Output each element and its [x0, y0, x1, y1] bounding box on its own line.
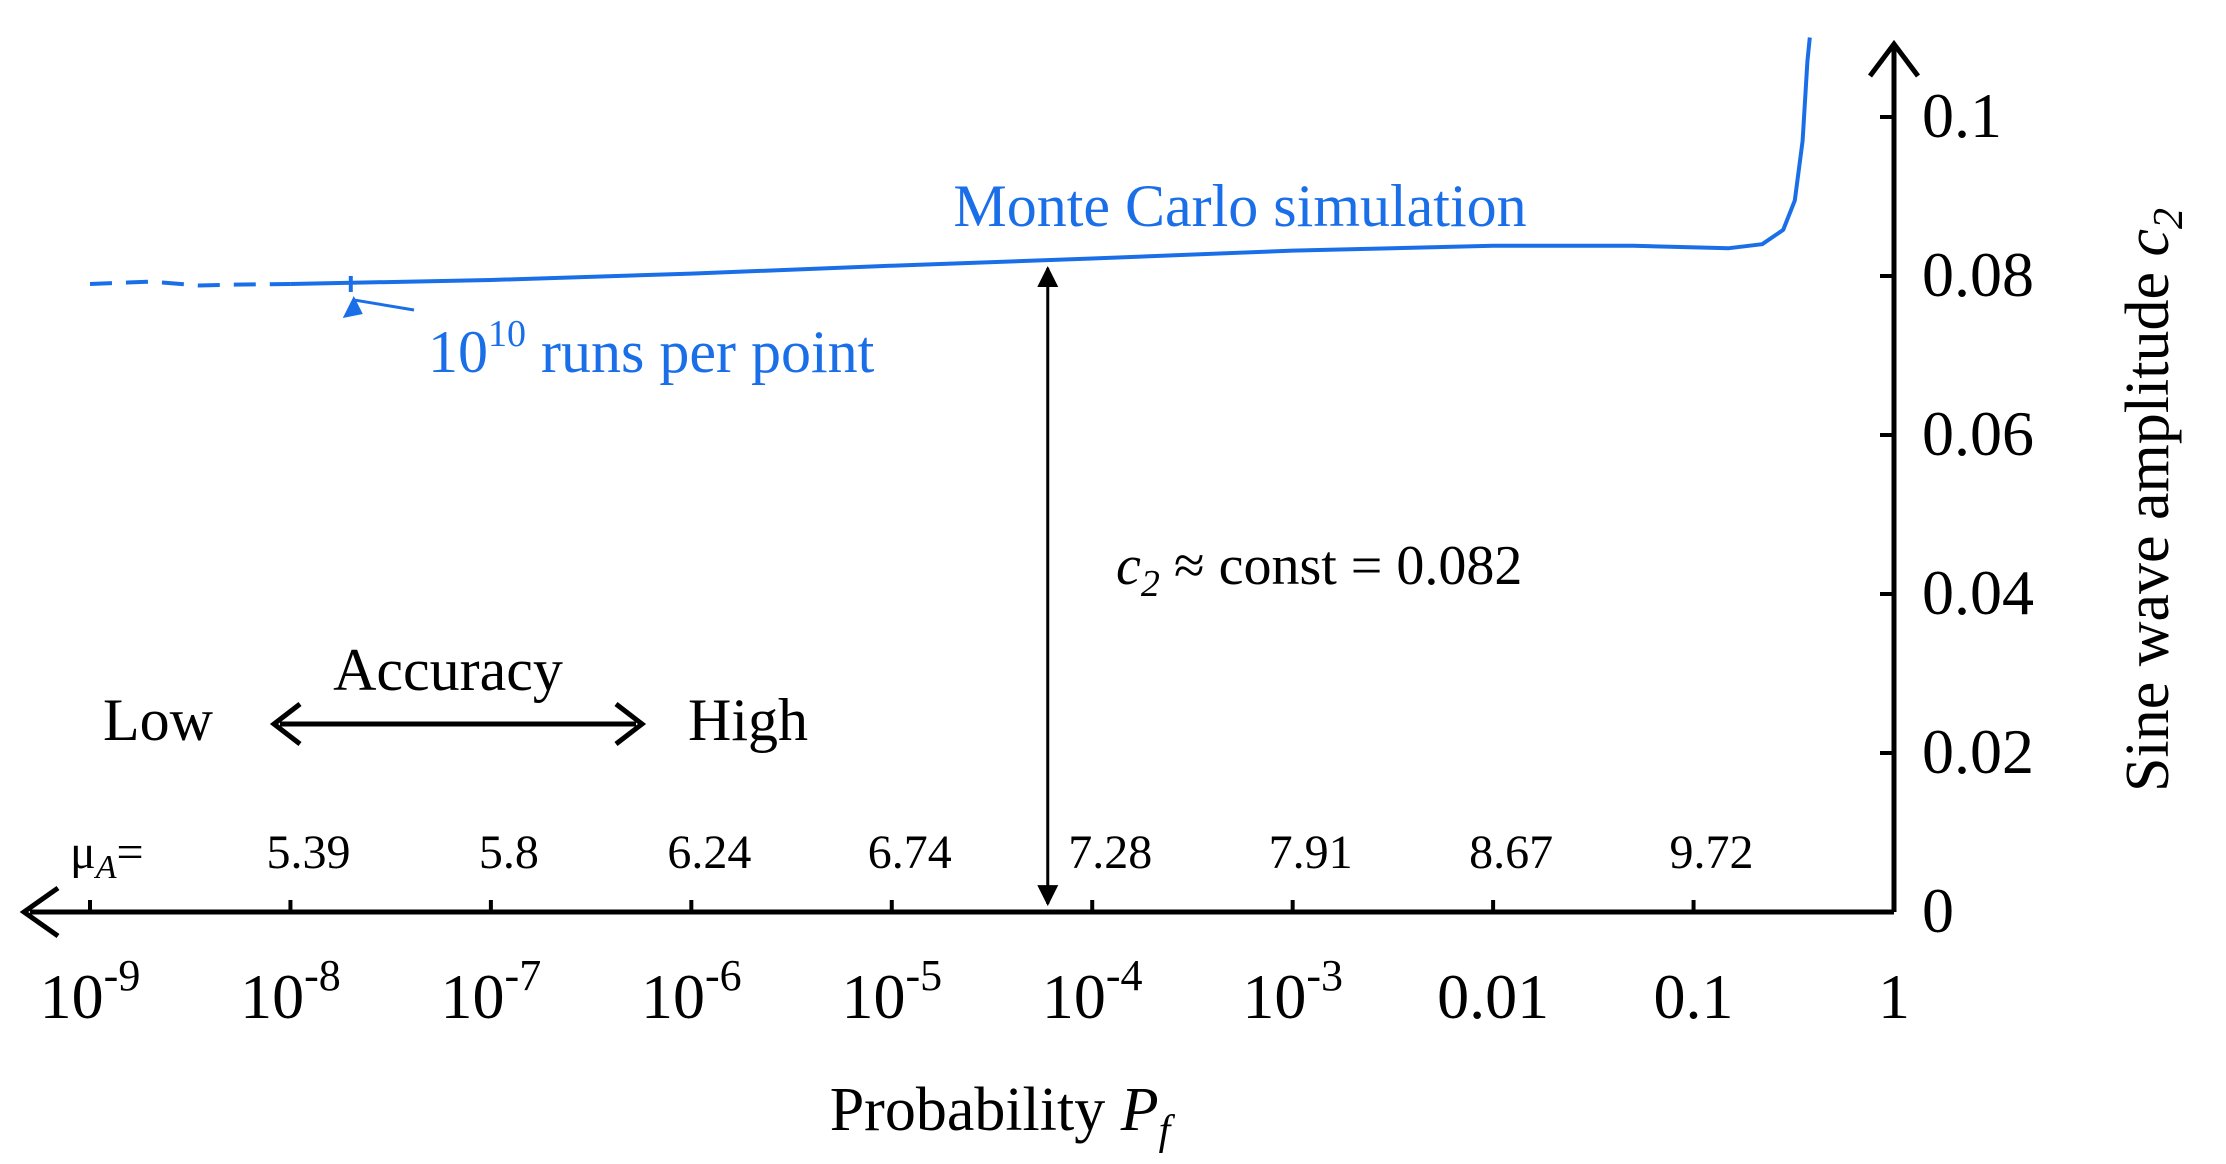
x-ticks: 10-9 10-8 10-7 10-6 10-5 10-4 10-3 0.01 0.1 1	[40, 900, 1910, 1032]
accuracy-high-label: High	[688, 687, 808, 753]
series-line-monte-carlo	[290, 37, 1812, 286]
accuracy-low-label: Low	[103, 687, 214, 753]
annotations: 1010 runs per point c2 ≈ const = 0.082 Low…	[103, 266, 1522, 907]
y-tick-label: 0.1	[1922, 80, 2002, 151]
mu-value: 6.24	[667, 826, 751, 879]
x-tick-label: 10-3	[1242, 951, 1343, 1032]
y-tick-label: 0.04	[1922, 557, 2034, 628]
const-annotation: c2 ≈ const = 0.082	[1116, 535, 1522, 605]
x-tick-label: 10-7	[441, 951, 542, 1032]
mu-value: 8.67	[1469, 826, 1553, 879]
y-axis-arrowhead	[1868, 39, 1920, 78]
y-tick-label: 0.06	[1922, 398, 2034, 469]
accuracy-arrow-right-head	[614, 702, 647, 746]
mu-value: 7.91	[1269, 826, 1353, 879]
x-tick-label: 10-4	[1042, 951, 1143, 1032]
runs-pointer	[353, 298, 415, 312]
mu-value: 5.8	[479, 826, 539, 879]
plot-area: 10-9 10-8 10-7 10-6 10-5 10-4 10-3 0.01 0.1 1 0 0.…	[19, 37, 2034, 1032]
mu-value: 7.28	[1068, 826, 1152, 879]
y-tick-label: 0	[1922, 875, 1954, 946]
accuracy-label: Accuracy	[333, 637, 563, 703]
y-tick-label: 0.08	[1922, 239, 2034, 310]
series-layer: Monte Carlo simulation	[89, 37, 1812, 288]
mu-row: μA= 5.39 5.8 6.24 6.74 7.28 7.91 8.67 9.72	[70, 826, 1754, 886]
x-tick-label: 10-6	[641, 951, 742, 1032]
x-tick-label: 1	[1878, 961, 1910, 1032]
mu-value: 6.74	[868, 826, 952, 879]
series-label-monte-carlo: Monte Carlo simulation	[953, 173, 1526, 239]
mu-value: 9.72	[1670, 826, 1754, 879]
runs-per-point-label: 1010 runs per point	[428, 313, 875, 385]
y-axis-label: Sine wave amplitude c2	[2114, 208, 2192, 792]
x-tick-label: 10-8	[240, 951, 341, 1032]
mu-label: μA=	[70, 826, 144, 886]
series-dashed-segment	[89, 279, 291, 288]
y-tick-label: 0.02	[1922, 716, 2034, 787]
x-axis-arrowhead	[19, 885, 60, 939]
accuracy-arrow-left-head	[269, 702, 302, 746]
mu-value: 5.39	[266, 826, 350, 879]
runs-pointer-head	[342, 295, 363, 318]
x-tick-label: 0.01	[1437, 961, 1549, 1032]
x-tick-label: 10-9	[40, 951, 141, 1032]
x-tick-label: 0.1	[1654, 961, 1734, 1032]
x-axis-label: Probability Pf	[830, 1076, 1176, 1154]
x-tick-label: 10-5	[841, 951, 942, 1032]
y-ticks: 0 0.02 0.04 0.06 0.08 0.1	[1880, 80, 2034, 946]
